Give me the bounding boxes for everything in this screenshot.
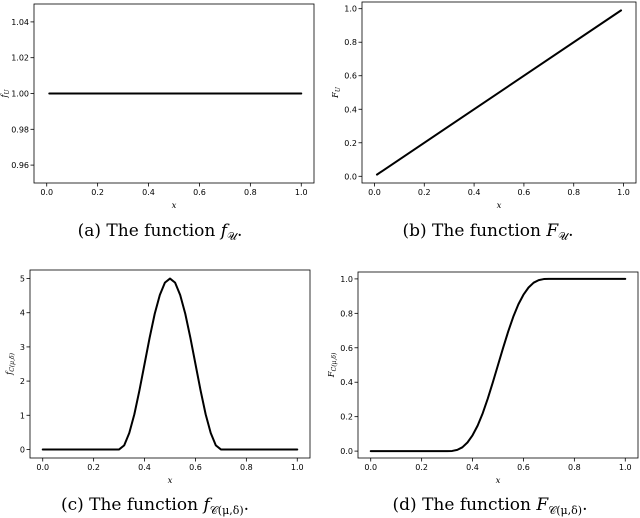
chart-panel-3: 0.0 0.2 0.4 0.6 0.8 1.0 0.0 0.2 0.4 0.6 0.8 1.0 x FC(…: [327, 271, 639, 486]
x-tick-label: 0.6: [517, 463, 530, 472]
chart-panel-0: 0.0 0.2 0.4 0.6 0.8 1.0 0.96 0.98 1.00 1.02 1.04 x f…: [0, 3, 315, 211]
panel-caption: (b) The function F𝒰.: [403, 221, 574, 243]
chart-panel-2: 0.0 0.2 0.4 0.6 0.8 1.0 0 1 2 3 4 5 x fC(μ,δ): [5, 269, 311, 486]
x-tick-label: 0.8: [240, 463, 253, 472]
x-axis-label: x: [168, 476, 173, 486]
y-tick-label: 0.2: [340, 413, 353, 422]
y-tick-label: 2: [20, 377, 25, 386]
y-axis-label: FU: [331, 86, 342, 99]
y-axis-label: fU: [0, 88, 11, 98]
y-tick-label: 1.0: [340, 275, 353, 284]
series-line: [375, 9, 623, 176]
x-tick-label: 1.0: [619, 463, 632, 472]
y-tick-label: 0.98: [11, 125, 29, 134]
y-tick-label: 1.02: [11, 54, 29, 63]
y-tick-label: 4: [20, 309, 25, 318]
y-tick-label: 0.6: [340, 344, 353, 353]
x-tick-label: 0.2: [415, 463, 428, 472]
x-tick-label: 0.8: [568, 463, 581, 472]
panel-caption: (c) The function f𝒞(μ,δ).: [61, 495, 249, 517]
x-axis-label: x: [497, 201, 502, 211]
y-tick-label: 0.2: [344, 139, 357, 148]
x-tick-label: 0.2: [418, 188, 431, 197]
y-tick-label: 1.00: [11, 90, 29, 99]
x-axis-label: x: [496, 476, 501, 486]
y-tick-label: 0.8: [344, 38, 357, 47]
y-tick-label: 1.0: [344, 5, 357, 14]
x-tick-label: 0.6: [193, 188, 206, 197]
y-tick-label: 0.0: [344, 172, 357, 181]
y-tick-label: 0.96: [11, 161, 29, 170]
y-tick-label: 5: [20, 275, 25, 284]
x-tick-label: 1.0: [291, 463, 304, 472]
y-tick-label: 0.4: [344, 105, 357, 114]
series-line: [41, 277, 299, 451]
y-axis-label: FC(μ,δ): [327, 352, 338, 378]
x-tick-label: 0.0: [364, 463, 377, 472]
x-tick-label: 0.0: [368, 188, 381, 197]
y-tick-label: 1.04: [11, 18, 29, 27]
x-tick-label: 0.2: [91, 188, 104, 197]
x-tick-label: 0.0: [40, 188, 53, 197]
y-tick-label: 0.6: [344, 72, 357, 81]
y-tick-label: 1: [20, 411, 25, 420]
plot-frame: [29, 269, 311, 459]
y-tick-label: 0.4: [340, 378, 353, 387]
x-tick-label: 1.0: [617, 188, 630, 197]
series-line: [369, 277, 627, 453]
x-tick-label: 0.0: [36, 463, 49, 472]
x-tick-label: 0.2: [87, 463, 100, 472]
y-tick-label: 0.0: [340, 447, 353, 456]
x-tick-label: 0.4: [142, 188, 155, 197]
x-tick-label: 0.8: [244, 188, 257, 197]
y-axis-label: fC(μ,δ): [5, 352, 16, 376]
x-tick-label: 1.0: [295, 188, 308, 197]
y-tick-label: 3: [20, 343, 25, 352]
x-tick-label: 0.6: [189, 463, 202, 472]
y-tick-label: 0: [20, 445, 25, 454]
y-tick-label: 0.8: [340, 309, 353, 318]
plot-frame: [361, 1, 637, 184]
x-tick-label: 0.4: [466, 463, 479, 472]
panel-caption: (a) The function f𝒰.: [78, 221, 243, 243]
x-tick-label: 0.8: [567, 188, 580, 197]
plot-frame: [357, 271, 639, 459]
panel-caption: (d) The function F𝒞(μ,δ).: [393, 495, 588, 517]
x-tick-label: 0.4: [468, 188, 481, 197]
chart-panel-1: 0.0 0.2 0.4 0.6 0.8 1.0 0.0 0.2 0.4 0.6 0.8 1.0 x FU: [331, 1, 637, 211]
x-tick-label: 0.6: [518, 188, 531, 197]
x-tick-label: 0.4: [138, 463, 151, 472]
x-axis-label: x: [172, 201, 177, 211]
